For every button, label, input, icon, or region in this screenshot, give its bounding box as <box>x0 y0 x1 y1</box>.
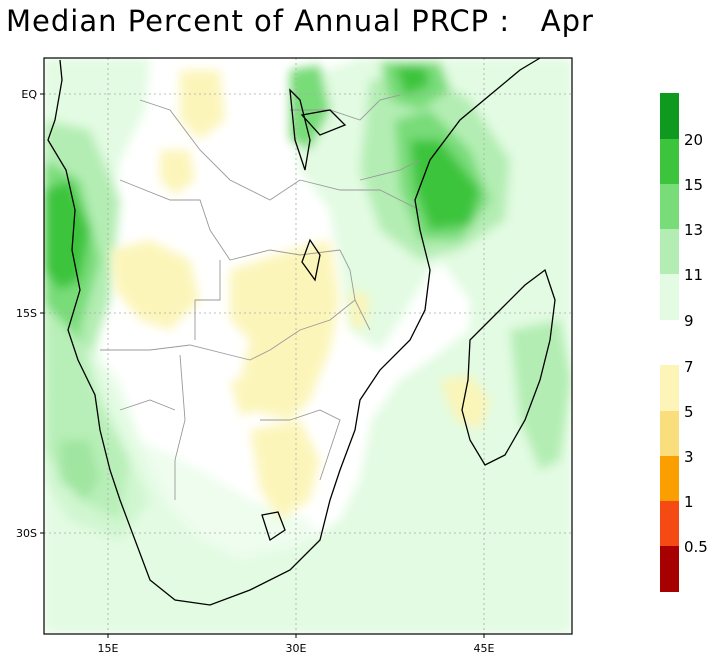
colorbar-wet-label-11: 11 <box>684 266 703 284</box>
colorbar-wet-swatch-4 <box>660 229 679 274</box>
map-frame <box>43 57 573 635</box>
precip-shading <box>44 58 572 634</box>
colorbar-dry-swatch-4 <box>660 501 679 546</box>
lon-label-45e: 45E <box>474 642 495 655</box>
colorbar-wet: 20 15 13 11 9 <box>660 93 703 330</box>
graticule <box>44 58 572 634</box>
lat-label-30s: 30S <box>16 527 37 540</box>
colorbar-dry-swatch-1 <box>660 365 679 411</box>
lat-label-eq: EQ <box>21 88 37 101</box>
map-title: Median Percent of Annual PRCP : Apr <box>6 4 594 38</box>
colorbar-wet-label-15: 15 <box>684 176 703 194</box>
colorbar-wet-label-20: 20 <box>684 131 703 149</box>
colorbar-dry-label-1: 1 <box>684 493 694 511</box>
colorbar-wet-swatch-2 <box>660 139 679 184</box>
colorbar-wet-label-9: 9 <box>684 312 694 330</box>
colorbar-wet-swatch-1 <box>660 93 679 139</box>
axis-ticks <box>40 93 485 638</box>
lon-label-30e: 30E <box>286 642 307 655</box>
colorbar-dry-swatch-3 <box>660 456 679 501</box>
colorbar-wet-swatch-3 <box>660 184 679 229</box>
colorbar-dry-swatch-5 <box>660 546 679 592</box>
country-borders <box>100 94 421 500</box>
lat-label-15s: 15S <box>16 307 37 320</box>
colorbar-wet-label-13: 13 <box>684 221 703 239</box>
lon-label-15e: 15E <box>98 642 119 655</box>
colorbar-dry: 7 5 3 1 0.5 <box>660 358 708 592</box>
coastline <box>47 57 556 606</box>
colorbar-dry-label-7: 7 <box>684 358 694 376</box>
colorbar-dry-label-5: 5 <box>684 403 694 421</box>
colorbar-wet-swatch-5 <box>660 274 679 320</box>
colorbar-dry-label-0-5: 0.5 <box>684 538 708 556</box>
colorbar-dry-swatch-2 <box>660 411 679 456</box>
colorbar-dry-label-3: 3 <box>684 448 694 466</box>
